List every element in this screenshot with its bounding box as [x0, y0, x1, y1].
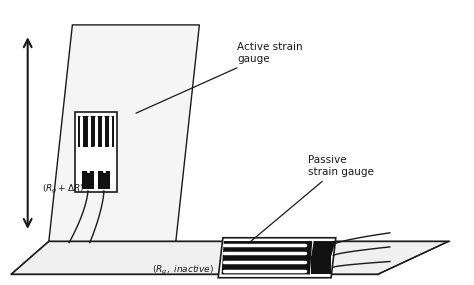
Text: Active strain
gauge: Active strain gauge	[136, 42, 302, 113]
Polygon shape	[311, 241, 336, 256]
Bar	[78, 116, 114, 147]
Text: Passive
strain gauge: Passive strain gauge	[248, 155, 374, 243]
Bar	[98, 171, 109, 189]
Polygon shape	[311, 256, 331, 274]
Polygon shape	[218, 238, 336, 278]
Text: $(R_g,\ inactive)$: $(R_g,\ inactive)$	[152, 264, 214, 277]
Polygon shape	[221, 241, 312, 274]
Bar	[82, 171, 94, 189]
Text: $(R_g+\Delta R)$: $(R_g+\Delta R)$	[42, 183, 84, 196]
Bar	[75, 112, 117, 192]
Polygon shape	[49, 25, 200, 241]
Polygon shape	[11, 241, 449, 274]
